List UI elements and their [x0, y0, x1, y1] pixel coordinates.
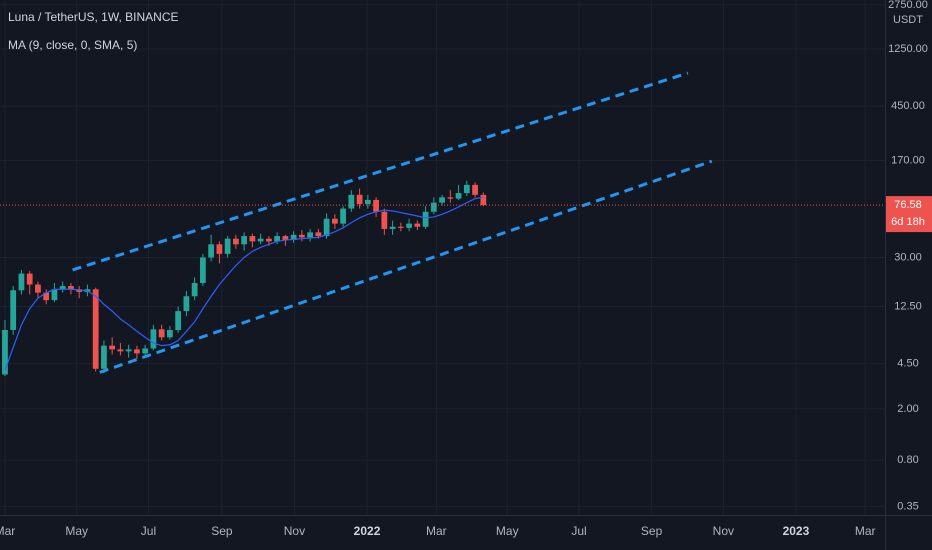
x-tick-label: Jul — [141, 524, 156, 538]
candle-body — [18, 273, 25, 291]
candle-body — [76, 289, 83, 292]
candle-body — [447, 197, 454, 199]
candle-body — [26, 273, 33, 285]
candle-body — [59, 286, 66, 290]
x-tick-label: Nov — [713, 524, 734, 538]
candle-body — [191, 283, 198, 297]
candle-body — [241, 236, 248, 245]
candle-body — [455, 193, 462, 199]
candle-body — [249, 236, 256, 242]
candle-body — [463, 184, 470, 194]
candle-body — [101, 345, 107, 369]
x-tick-label: Mar — [426, 524, 447, 538]
candle-body — [348, 194, 355, 209]
candle-body — [307, 232, 314, 238]
candle-body — [142, 348, 149, 354]
candle-body — [480, 194, 487, 206]
candle-body — [430, 202, 437, 212]
candle-body — [389, 226, 396, 229]
trend-line — [99, 159, 713, 374]
candle-body — [150, 329, 157, 349]
candle-body — [43, 292, 50, 301]
candle-body — [2, 330, 8, 375]
candle-body — [175, 311, 182, 331]
x-tick-label: May — [496, 524, 519, 538]
candle-body — [356, 194, 363, 205]
candle-body — [158, 329, 165, 338]
candle-body — [331, 218, 338, 224]
x-tick-label: Mar — [855, 524, 876, 538]
last-price-label: 76.58 — [894, 199, 922, 211]
candle-body — [381, 211, 388, 229]
candle-body — [109, 345, 116, 350]
candle-body — [125, 349, 132, 352]
candle-body — [414, 223, 421, 227]
candle-body — [406, 223, 412, 228]
x-tick-label: Jul — [571, 524, 586, 538]
candle-body — [216, 244, 223, 254]
candle-body — [183, 296, 190, 312]
candle-body — [134, 349, 140, 354]
trend-line — [72, 71, 689, 272]
y-tick-label: 1250.00 — [888, 43, 928, 55]
candle-body — [298, 234, 305, 238]
candle-body — [200, 257, 206, 284]
x-tick-label: Sep — [641, 524, 663, 538]
y-tick-label: 12.50 — [894, 300, 922, 312]
candle-body — [10, 290, 17, 331]
y-tick-label: 2750.00 — [888, 0, 928, 11]
indicator-label: MA (9, close, 0, SMA, 5) — [8, 38, 137, 52]
x-tick-label: 2023 — [783, 524, 810, 538]
countdown-label: 6d 18h — [891, 216, 925, 228]
candle-body — [233, 238, 239, 245]
y-tick-label: 0.35 — [897, 500, 918, 512]
x-tick-label: May — [65, 524, 88, 538]
chart-title: Luna / TetherUS, 1W, BINANCE — [8, 10, 179, 24]
x-tick-label: Sep — [211, 524, 233, 538]
x-tick-label: 2022 — [354, 524, 381, 538]
x-tick-label: Nov — [284, 524, 305, 538]
candle-body — [274, 236, 281, 242]
candle-body — [51, 289, 58, 301]
candle-body — [257, 238, 264, 242]
unit-label: USDT — [893, 14, 923, 26]
candle-body — [208, 244, 215, 258]
y-tick-label: 4.50 — [897, 357, 918, 369]
candle-body — [422, 211, 429, 227]
candle-body — [92, 289, 99, 369]
candle-body — [117, 349, 124, 352]
y-tick-label: 450.00 — [891, 100, 925, 112]
y-tick-label: 0.80 — [897, 454, 918, 466]
candle-body — [397, 226, 404, 228]
candle-body — [282, 236, 289, 241]
candle-body — [265, 238, 272, 242]
candle-body — [472, 184, 478, 195]
candle-body — [323, 218, 330, 237]
y-tick-label: 2.00 — [897, 403, 918, 415]
y-tick-label: 30.00 — [894, 251, 922, 263]
ma-line — [4, 196, 484, 371]
candle-body — [224, 238, 231, 254]
candle-body — [439, 197, 445, 203]
grid — [0, 0, 885, 515]
candle-body — [68, 286, 74, 290]
last-price-box — [886, 196, 932, 233]
candle-body — [364, 199, 371, 205]
y-tick-label: 170.00 — [891, 154, 925, 166]
plot — [0, 71, 885, 377]
candle-body — [315, 232, 322, 237]
candle-body — [35, 284, 41, 293]
candle-body — [373, 199, 379, 212]
axes: 2750.00 1250.00 450.00 170.00 30.00 12.50 4.50… — [0, 0, 932, 538]
candle-body — [290, 234, 297, 241]
x-tick-label: Mar — [0, 524, 15, 538]
candle-body — [167, 330, 173, 338]
candle-body — [340, 208, 346, 224]
